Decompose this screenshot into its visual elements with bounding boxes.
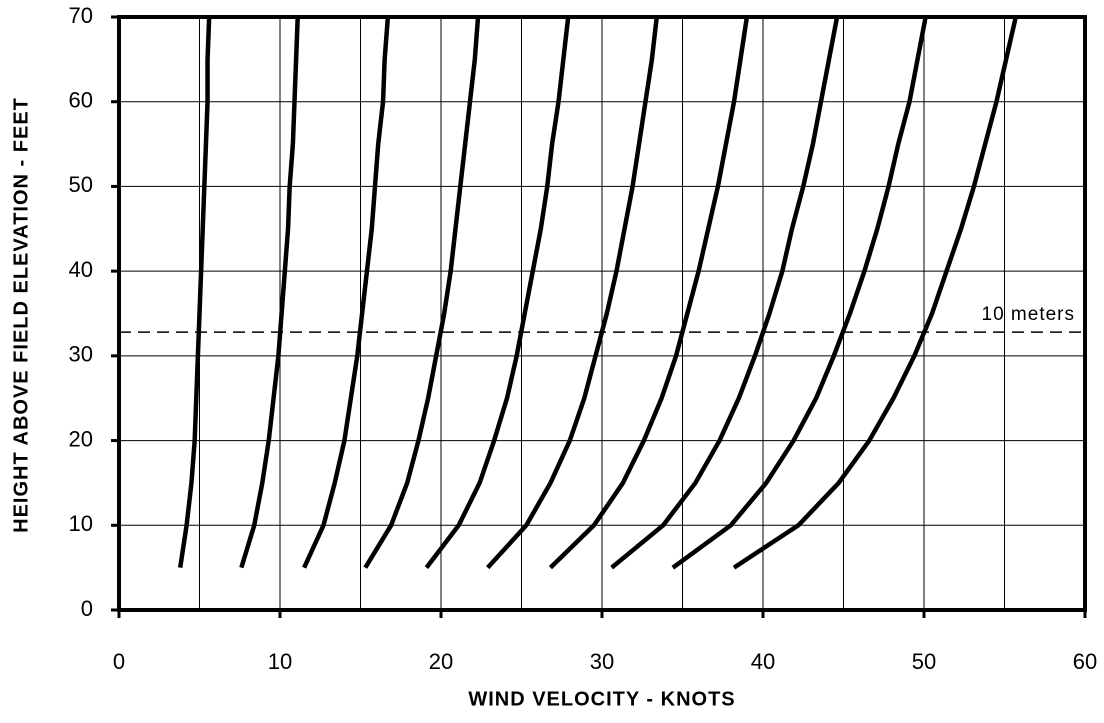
y-tick-label: 10 [69,511,93,536]
x-tick-label: 60 [1073,649,1097,674]
curve [424,16,571,570]
reference-label: 10 meters [982,304,1075,325]
y-tick-label: 50 [69,172,93,197]
curve [610,16,840,570]
y-tick-label: 20 [69,426,93,451]
x-tick-label: 0 [113,649,125,674]
x-axis-title: WIND VELOCITY - KNOTS [468,688,735,710]
x-tick-label: 20 [429,649,453,674]
curve [302,16,391,569]
y-tick-label: 30 [69,342,93,367]
curve [486,16,659,570]
curve [732,16,1018,570]
x-tick-label: 10 [268,649,292,674]
y-axis-title: HEIGHT ABOVE FIELD ELEVATION - FEET [10,97,32,533]
curve [239,16,300,569]
curve [671,16,928,570]
plot-frame [117,15,1087,612]
x-tick-label: 50 [912,649,936,674]
curve [548,16,750,570]
curve [177,16,212,568]
x-tick-label: 30 [590,649,614,674]
curve [363,16,481,569]
y-tick-label: 70 [69,3,93,28]
y-tick-label: 40 [69,257,93,282]
y-tick-label: 60 [69,88,93,113]
y-tick-label: 0 [81,596,93,621]
x-tick-label: 40 [751,649,775,674]
